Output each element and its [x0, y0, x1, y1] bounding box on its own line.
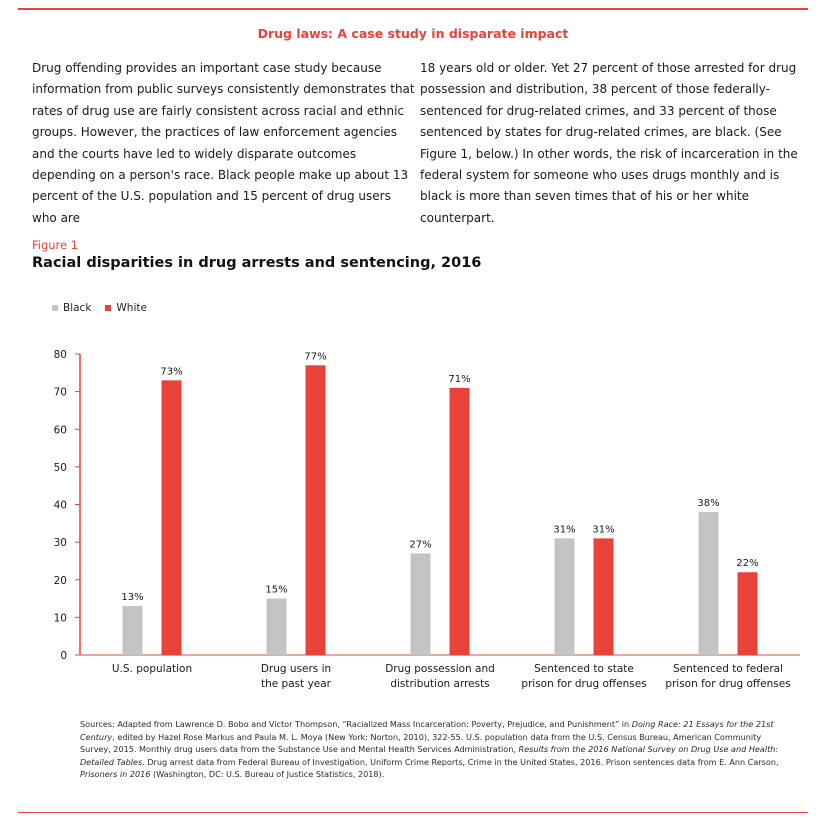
bar-white-1 — [305, 365, 326, 655]
bar-black-4 — [698, 512, 719, 655]
sources-survey-title: Results from the 2016 National Survey on… — [80, 744, 779, 767]
sources-book-title: Doing Race: 21 Essays for the 21st Centu… — [80, 719, 774, 742]
data-label-white-4: 22% — [736, 558, 758, 569]
bar-white-0 — [161, 380, 182, 655]
data-label-black-1: 15% — [265, 585, 287, 596]
data-label-black-0: 13% — [121, 592, 143, 603]
legend-label-white: White — [116, 302, 147, 314]
y-tick-label-60: 60 — [54, 424, 67, 436]
y-tick-label-40: 40 — [54, 500, 67, 512]
intro-paragraph-left: Drug offending provides an important cas… — [32, 61, 415, 225]
x-tick-label-0-0: U.S. population — [112, 663, 192, 675]
x-tick-label-2-1: distribution arrests — [390, 678, 489, 690]
legend-item-white: White — [105, 302, 147, 314]
chart-title: Racial disparities in drug arrests and s… — [32, 255, 482, 271]
sources-text-3: . Drug arrest data from Federal Bureau o… — [142, 756, 779, 767]
figure-label: Figure 1 — [32, 238, 79, 252]
data-label-white-0: 73% — [160, 366, 182, 377]
data-label-black-2: 27% — [409, 539, 431, 550]
sources-text-4: (Washington, DC: U.S. Bureau of Justice … — [150, 769, 385, 780]
y-tick-label-80: 80 — [54, 349, 67, 361]
x-tick-label-3-1: prison for drug offenses — [521, 678, 646, 690]
legend-label-black: Black — [63, 302, 92, 314]
data-label-black-4: 38% — [697, 498, 719, 509]
sources-text-2: , edited by Hazel Rose Markus and Paula … — [80, 731, 762, 755]
data-label-white-2: 71% — [448, 374, 470, 385]
x-tick-label-2-0: Drug possession and — [385, 663, 495, 675]
data-label-black-3: 31% — [553, 524, 575, 535]
legend-swatch-black — [52, 305, 58, 311]
bar-white-2 — [449, 387, 470, 655]
x-tick-label-4-0: Sentenced to federal — [673, 663, 783, 675]
bottom-rule — [18, 812, 808, 813]
x-tick-label-3-0: Sentenced to state — [534, 663, 634, 675]
bar-white-3 — [593, 538, 614, 655]
intro-paragraph-right: 18 years old or older. Yet 27 percent of… — [420, 61, 798, 225]
bar-white-4 — [737, 572, 758, 655]
sources-text-1: Sources: Adapted from Lawrence D. Bobo a… — [80, 719, 632, 729]
legend-item-black: Black — [52, 302, 91, 314]
top-rule — [18, 8, 808, 10]
box-title: Drug laws: A case study in disparate imp… — [257, 26, 569, 41]
x-tick-label-1-0: Drug users in — [261, 663, 331, 675]
bar-black-0 — [122, 606, 143, 655]
bar-black-3 — [554, 538, 575, 655]
bar-black-2 — [410, 553, 431, 655]
sources-note: Sources: Adapted from Lawrence D. Bobo a… — [80, 718, 785, 781]
bar-black-1 — [266, 598, 287, 655]
sources-report-title: Prisoners in 2016 — [80, 769, 151, 780]
y-tick-label-50: 50 — [54, 462, 67, 474]
y-tick-label-10: 10 — [54, 612, 67, 624]
chart-legend: Black White — [52, 302, 147, 314]
x-tick-label-4-1: prison for drug offenses — [665, 678, 790, 690]
y-tick-label-30: 30 — [54, 537, 67, 549]
x-tick-label-1-1: the past year — [261, 678, 332, 690]
data-label-white-1: 77% — [304, 351, 326, 362]
y-tick-label-70: 70 — [54, 387, 67, 399]
data-label-white-3: 31% — [592, 524, 614, 535]
legend-swatch-white — [105, 305, 112, 311]
y-tick-label-0: 0 — [60, 650, 67, 662]
y-tick-label-20: 20 — [54, 575, 67, 587]
bar-chart: 0 10 20 30 40 50 60 70 80 13% 73% U.S. population 15… — [54, 349, 800, 690]
